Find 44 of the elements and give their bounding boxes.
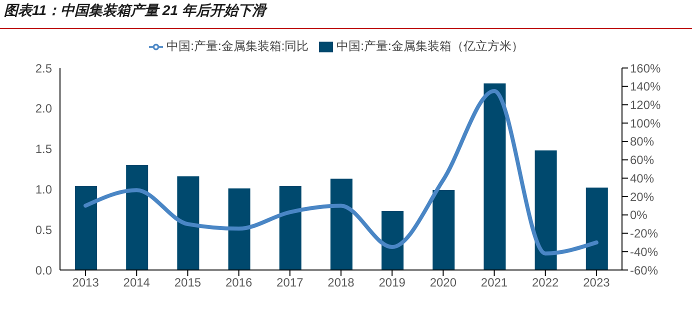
y-tick-label: 2.5 xyxy=(35,61,52,76)
x-tick-label: 2016 xyxy=(225,276,252,290)
x-tick-label: 2023 xyxy=(583,276,610,290)
y2-tick-label: -60% xyxy=(630,263,658,278)
x-tick-label: 2021 xyxy=(480,276,508,290)
y2-tick-label: 0% xyxy=(630,208,648,222)
y2-tick-label: -40% xyxy=(630,244,658,259)
y-tick-label: 0.5 xyxy=(35,222,52,237)
y2-tick-label: 160% xyxy=(630,61,662,76)
chart-title: 图表11：中国集装箱产量 21 年后开始下滑 xyxy=(4,2,266,20)
y2-tick-label: 120% xyxy=(630,98,662,112)
bar xyxy=(126,164,148,270)
y2-tick-label: 20% xyxy=(630,190,654,204)
bar xyxy=(586,188,608,270)
x-tick-label: 2018 xyxy=(328,276,355,290)
y2-tick-label: 100% xyxy=(630,116,662,130)
y2-tick-label: 80% xyxy=(630,134,654,149)
y-tick-label: 2.0 xyxy=(35,102,52,116)
x-tick-label: 2022 xyxy=(532,276,560,290)
y-tick-label: 1.0 xyxy=(35,182,52,196)
legend-label: 中国:产量:金属集装箱:同比 xyxy=(166,39,309,53)
x-tick-label: 2013 xyxy=(72,276,100,290)
bar xyxy=(75,186,97,270)
y-tick-label: 0.0 xyxy=(35,263,52,278)
x-tick-label: 2014 xyxy=(123,276,150,290)
x-tick-label: 2017 xyxy=(276,276,304,290)
x-tick-label: 2020 xyxy=(430,276,457,290)
y2-tick-label: 40% xyxy=(630,171,654,186)
y2-tick-label: 60% xyxy=(630,153,654,168)
y2-tick-label: -20% xyxy=(630,226,658,241)
line-series xyxy=(84,88,598,256)
legend-label: 中国:产量:金属集装箱（亿立方米） xyxy=(336,39,524,53)
y-tick-label: 1.5 xyxy=(35,142,52,156)
bar xyxy=(279,186,302,270)
bar xyxy=(330,178,352,270)
bar xyxy=(177,176,200,270)
bar xyxy=(534,150,557,270)
bar xyxy=(484,83,506,270)
x-tick-label: 2019 xyxy=(378,276,406,290)
bar xyxy=(382,211,404,270)
y2-tick-label: 140% xyxy=(630,80,662,94)
x-tick-label: 2015 xyxy=(174,276,202,290)
bar xyxy=(432,190,455,270)
bar xyxy=(228,188,250,270)
